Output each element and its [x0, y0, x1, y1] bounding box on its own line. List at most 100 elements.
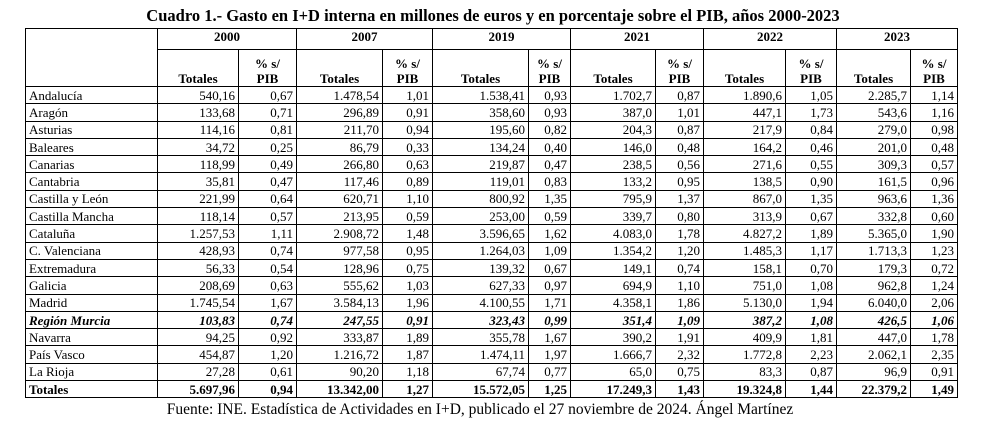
value-cell: 0,57	[238, 207, 297, 226]
value-cell: 1,96	[382, 293, 433, 312]
value-cell: 2.908,72	[296, 224, 383, 243]
column-header: Totales	[836, 49, 911, 87]
value-cell: 0,56	[655, 155, 704, 174]
value-cell: 3.584,13	[296, 293, 383, 312]
value-cell: 1,48	[382, 224, 433, 243]
year-header: 2022	[703, 28, 837, 50]
value-cell: 0,47	[528, 155, 571, 174]
value-cell: 253,00	[432, 207, 529, 226]
value-cell: 1,01	[655, 103, 704, 122]
value-cell: 67,74	[432, 362, 529, 382]
value-cell: 4.827,2	[703, 224, 786, 243]
value-cell: 0,57	[910, 155, 958, 174]
value-cell: 271,6	[703, 155, 786, 174]
value-cell: 0,92	[238, 328, 297, 347]
data-row: Canarias 118,99 0,49 266,80 0,63 219,87 0,47 23…	[25, 155, 958, 174]
value-cell: 1.713,3	[836, 241, 911, 260]
value-cell: 1.745,54	[157, 293, 239, 312]
value-cell: 149,1	[570, 258, 656, 278]
value-cell: 146,0	[570, 137, 656, 157]
table-body: 2000 2007 2019 2021 2022 2023 Totales% s/ PIB T…	[25, 28, 958, 399]
value-cell: 0,84	[785, 120, 837, 139]
value-cell: 0,47	[238, 172, 297, 191]
value-cell: 962,8	[836, 276, 911, 295]
subheader-row: Totales% s/ PIB Totales% s/ PIB Totales% s…	[26, 49, 958, 87]
value-cell: 4.100,55	[432, 293, 529, 312]
value-cell: 5.365,0	[836, 224, 911, 243]
value-cell: 1,36	[910, 189, 958, 209]
value-cell: 0,82	[528, 120, 571, 139]
column-header: Totales	[703, 49, 786, 87]
value-cell: 0,46	[785, 137, 837, 157]
region-cell: Cantabria	[25, 172, 158, 191]
year-header: 2021	[570, 28, 704, 50]
value-cell: 1,49	[910, 380, 958, 399]
value-cell: 447,1	[703, 103, 786, 122]
value-cell: 1.890,6	[703, 85, 786, 105]
value-cell: 238,5	[570, 155, 656, 174]
value-cell: 179,3	[836, 258, 911, 278]
value-cell: 1,97	[528, 345, 571, 364]
value-cell: 309,3	[836, 155, 911, 174]
value-cell: 332,8	[836, 207, 911, 226]
year-header: 2019	[432, 28, 571, 50]
value-cell: 17.249,3	[570, 380, 656, 399]
value-cell: 1,91	[655, 328, 704, 347]
value-cell: 138,5	[703, 172, 786, 191]
value-cell: 0,67	[528, 258, 571, 278]
value-cell: 795,9	[570, 189, 656, 209]
value-cell: 2,23	[785, 345, 837, 364]
value-cell: 0,71	[238, 103, 297, 122]
value-cell: 118,14	[157, 207, 239, 226]
value-cell: 0,74	[238, 310, 297, 330]
data-row: Andalucía 540,16 0,67 1.478,54 1,01 1.538,41 0…	[25, 85, 958, 105]
region-cell: Baleares	[25, 137, 158, 157]
value-cell: 266,80	[296, 155, 383, 174]
region-cell: La Rioja	[25, 362, 158, 382]
value-cell: 0,67	[785, 207, 837, 226]
value-cell: 27,28	[157, 362, 239, 382]
value-cell: 22.379,2	[836, 380, 911, 399]
value-cell: 387,2	[703, 310, 786, 330]
value-cell: 65,0	[570, 362, 656, 382]
value-cell: 133,68	[157, 103, 239, 122]
value-cell: 0,94	[238, 380, 297, 399]
value-cell: 0,87	[785, 362, 837, 382]
data-row: Castilla Mancha 118,14 0,57 213,95 0,59 253,0…	[25, 207, 958, 226]
value-cell: 0,63	[382, 155, 433, 174]
value-cell: 1.538,41	[432, 85, 529, 105]
value-cell: 0,59	[528, 207, 571, 226]
value-cell: 1,08	[785, 310, 837, 330]
value-cell: 426,5	[836, 310, 911, 330]
value-cell: 1,11	[238, 224, 297, 243]
value-cell: 867,0	[703, 189, 786, 209]
value-cell: 333,87	[296, 328, 383, 347]
value-cell: 0,74	[655, 258, 704, 278]
value-cell: 201,0	[836, 137, 911, 157]
region-cell: Canarias	[25, 155, 158, 174]
value-cell: 1,20	[238, 345, 297, 364]
value-cell: 1,23	[910, 241, 958, 260]
value-cell: 117,46	[296, 172, 383, 191]
value-cell: 540,16	[157, 85, 239, 105]
value-cell: 1,17	[785, 241, 837, 260]
value-cell: 0,63	[238, 276, 297, 295]
value-cell: 0,97	[528, 276, 571, 295]
value-cell: 15.572,05	[432, 380, 529, 399]
value-cell: 158,1	[703, 258, 786, 278]
data-row: País Vasco 454,87 1,20 1.216,72 1,87 1.474,11…	[25, 345, 958, 364]
value-cell: 1,20	[655, 241, 704, 260]
value-cell: 90,20	[296, 362, 383, 382]
value-cell: 1,10	[382, 189, 433, 209]
value-cell: 4.358,1	[570, 293, 656, 312]
region-cell: Asturias	[25, 120, 158, 139]
value-cell: 0,48	[655, 137, 704, 157]
value-cell: 1.772,8	[703, 345, 786, 364]
value-cell: 3.596,65	[432, 224, 529, 243]
table-title: Cuadro 1.- Gasto en I+D interna en millo…	[146, 6, 840, 25]
value-cell: 5.697,96	[157, 380, 239, 399]
value-cell: 1.666,7	[570, 345, 656, 364]
value-cell: 0,48	[910, 137, 958, 157]
value-cell: 86,79	[296, 137, 383, 157]
value-cell: 164,2	[703, 137, 786, 157]
